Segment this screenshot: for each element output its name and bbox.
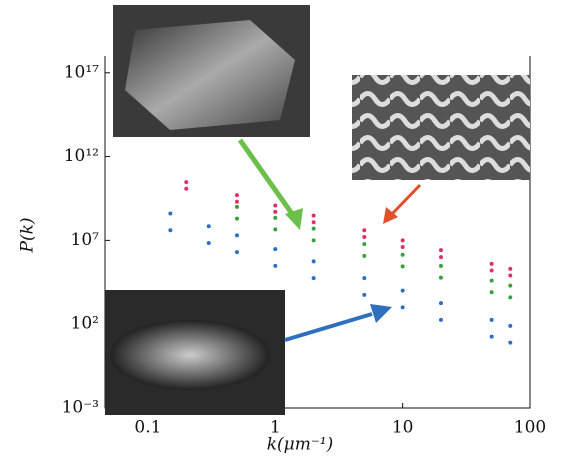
data-point xyxy=(438,275,443,280)
data-point xyxy=(400,238,405,243)
x-tick-label: 1 xyxy=(270,418,281,438)
data-point xyxy=(508,340,513,345)
y-tick-label: 10² xyxy=(71,314,99,334)
data-point xyxy=(273,227,278,232)
data-point xyxy=(508,295,513,300)
y-axis-label: P(k) xyxy=(18,217,38,253)
y-tick-label: 10¹⁷ xyxy=(64,62,99,82)
data-point xyxy=(400,288,405,293)
arrow-head xyxy=(383,207,398,224)
plot-area: 0.1 1 10 100 10⁻³ 10² 10⁷ 10¹² 10¹⁷ xyxy=(62,56,546,438)
data-point xyxy=(184,180,189,185)
x-tick-label: 100 xyxy=(514,418,546,438)
data-point xyxy=(234,193,239,198)
inset-image xyxy=(110,320,270,390)
data-point xyxy=(438,263,443,268)
arrow xyxy=(237,138,298,220)
x-tick-label: 0.1 xyxy=(134,418,161,438)
data-point xyxy=(362,242,367,247)
data-point xyxy=(362,228,367,233)
data-point xyxy=(273,247,278,252)
inset-images xyxy=(105,5,530,415)
arrow-head xyxy=(370,304,392,323)
data-point xyxy=(400,264,405,269)
data-point xyxy=(400,245,405,250)
y-tick-label: 10⁷ xyxy=(71,230,100,250)
data-point xyxy=(508,266,513,271)
data-point xyxy=(168,228,173,233)
arrows xyxy=(237,138,422,342)
data-point xyxy=(489,268,494,273)
arrow-head xyxy=(285,208,303,230)
data-point xyxy=(311,238,316,243)
data-point xyxy=(234,216,239,221)
x-tick-label: 10 xyxy=(392,418,414,438)
axis-frame xyxy=(104,56,531,409)
data-point xyxy=(184,186,189,191)
data-point xyxy=(438,248,443,253)
inset-image xyxy=(352,75,530,180)
data-point xyxy=(273,263,278,268)
data-point xyxy=(489,334,494,339)
data-point xyxy=(489,278,494,283)
y-tick-label: 10⁻³ xyxy=(62,398,99,418)
data-point xyxy=(438,317,443,322)
data-point xyxy=(311,276,316,281)
data-point xyxy=(508,283,513,288)
data-point xyxy=(311,220,316,225)
data-point xyxy=(234,250,239,255)
data-point xyxy=(489,317,494,322)
data-point xyxy=(234,233,239,238)
data-point xyxy=(234,199,239,204)
data-point xyxy=(234,204,239,209)
x-axis-label: k(μm⁻¹) xyxy=(267,435,334,455)
data-point xyxy=(508,323,513,328)
data-point xyxy=(273,203,278,208)
arrow xyxy=(390,183,422,216)
y-tick-label: 10¹² xyxy=(64,146,99,166)
data-point xyxy=(400,252,405,257)
data-point xyxy=(400,305,405,310)
data-point xyxy=(273,209,278,214)
data-point xyxy=(489,290,494,295)
data-point xyxy=(206,224,211,229)
data-point xyxy=(362,253,367,258)
data-point xyxy=(489,261,494,266)
data-point xyxy=(362,234,367,239)
inset-image xyxy=(125,20,295,130)
data-point xyxy=(362,292,367,297)
data-point xyxy=(508,273,513,278)
data-point xyxy=(438,301,443,306)
data-point xyxy=(168,211,173,216)
data-point xyxy=(311,226,316,231)
data-point xyxy=(273,215,278,220)
arrow xyxy=(284,312,373,342)
data-point xyxy=(206,240,211,245)
data-point xyxy=(438,255,443,260)
data-point xyxy=(311,213,316,218)
data-point xyxy=(311,259,316,264)
data-point xyxy=(362,276,367,281)
